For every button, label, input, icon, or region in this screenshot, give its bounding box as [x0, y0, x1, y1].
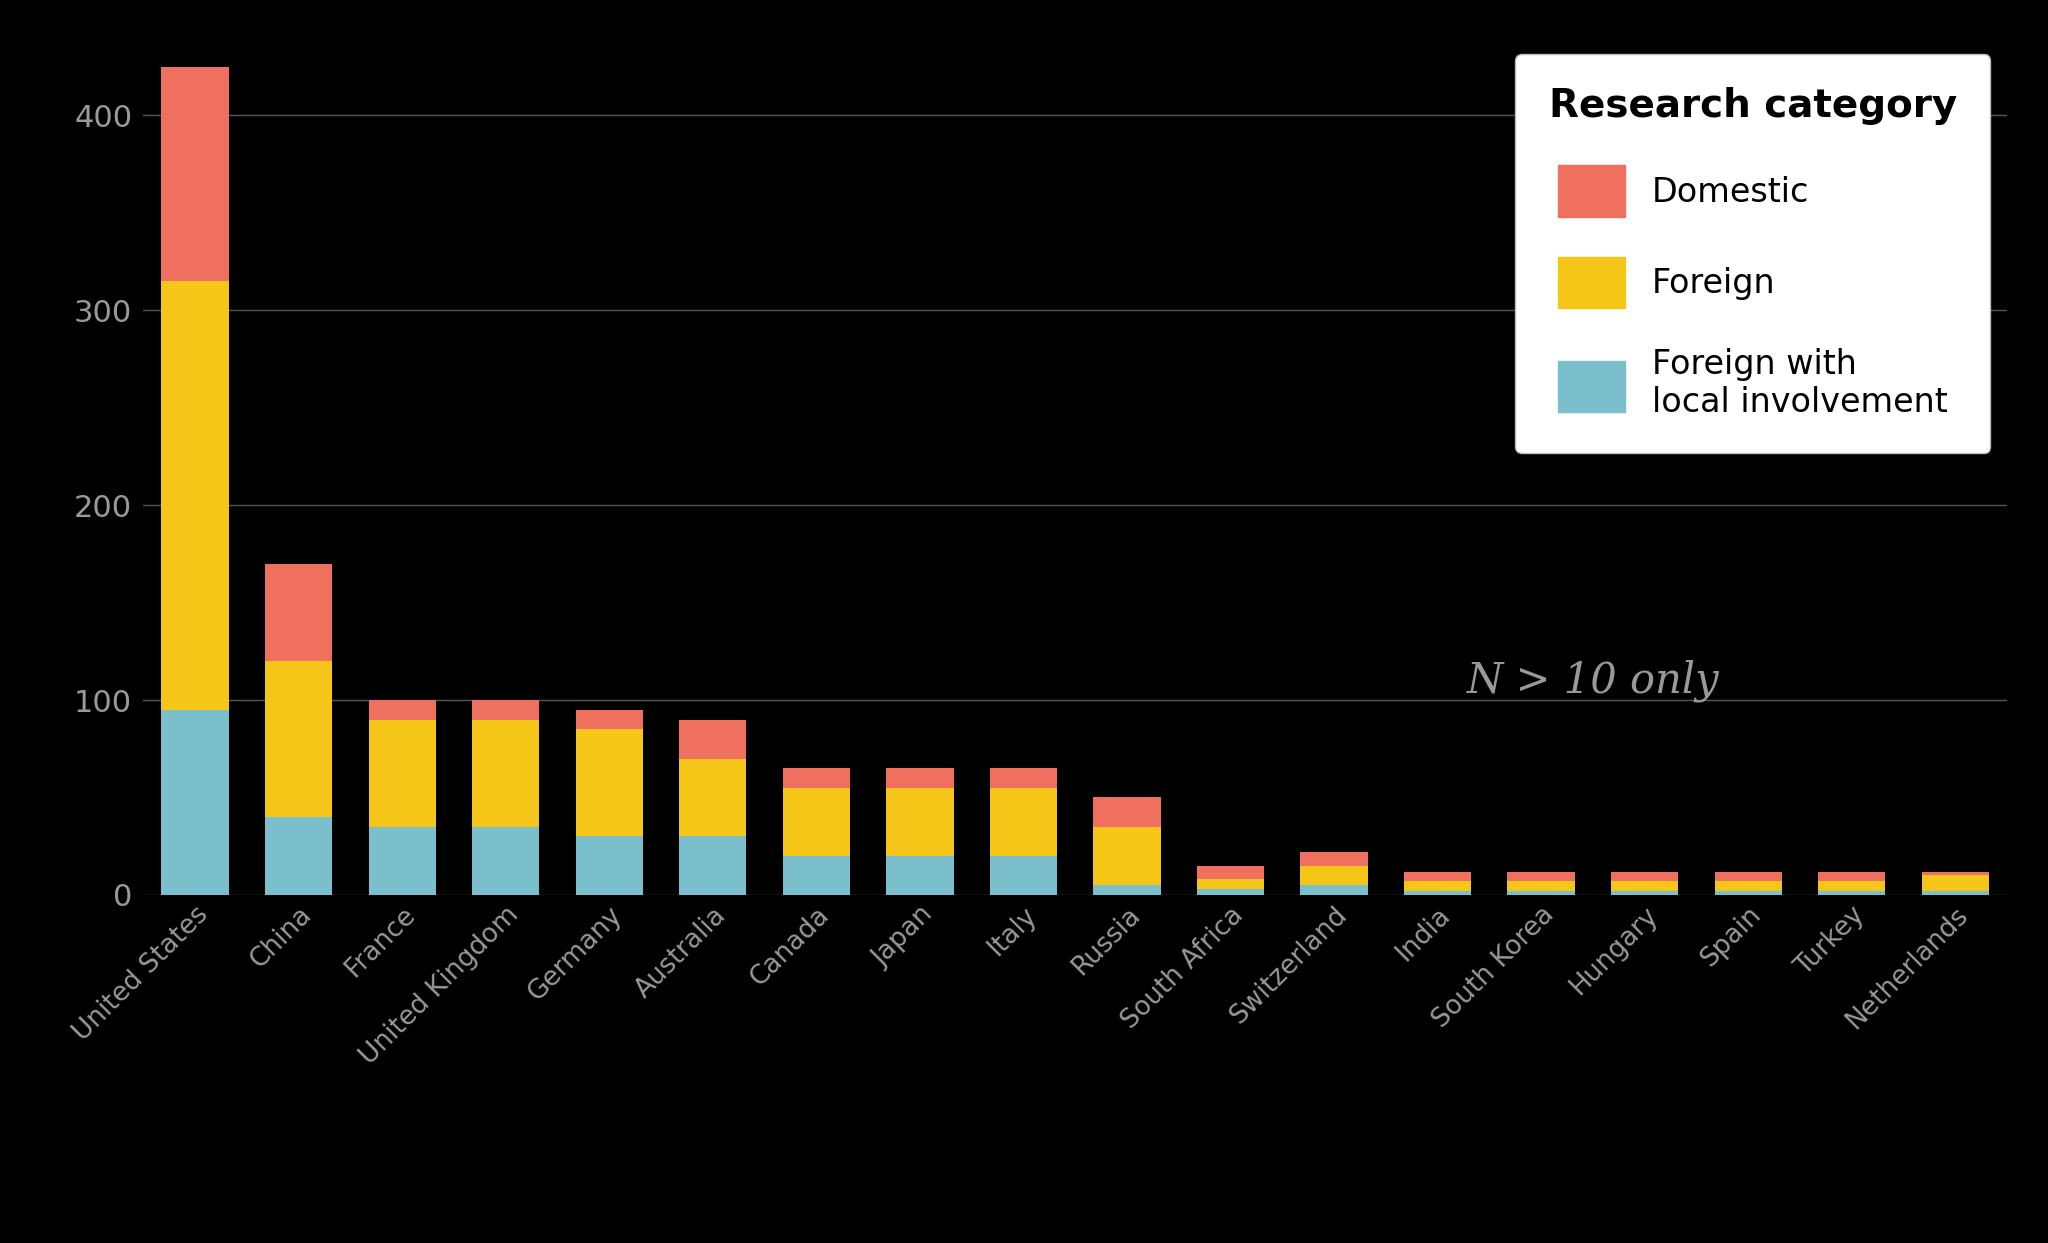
Bar: [1921, 871, 1989, 875]
Bar: [1196, 889, 1264, 895]
Bar: [264, 817, 332, 895]
Bar: [369, 827, 436, 895]
Bar: [1714, 871, 1782, 881]
Bar: [264, 661, 332, 817]
Bar: [1612, 891, 1677, 895]
Bar: [575, 837, 643, 895]
Bar: [1819, 881, 1886, 891]
Bar: [1612, 881, 1677, 891]
Bar: [1507, 871, 1575, 881]
Bar: [1612, 871, 1677, 881]
Bar: [1405, 881, 1470, 891]
Bar: [1300, 865, 1368, 885]
Bar: [575, 730, 643, 837]
Bar: [264, 563, 332, 661]
Bar: [369, 720, 436, 827]
Bar: [989, 768, 1057, 788]
Bar: [162, 67, 229, 281]
Bar: [1300, 885, 1368, 895]
Bar: [1094, 827, 1161, 885]
Bar: [1921, 875, 1989, 891]
Bar: [1819, 871, 1886, 881]
Bar: [680, 720, 745, 758]
Bar: [162, 281, 229, 710]
Bar: [782, 788, 850, 856]
Bar: [989, 788, 1057, 856]
Bar: [1300, 853, 1368, 865]
Bar: [989, 856, 1057, 895]
Bar: [680, 837, 745, 895]
Bar: [369, 700, 436, 720]
Bar: [473, 827, 539, 895]
Bar: [887, 788, 954, 856]
Legend: Domestic, Foreign, Foreign with
local involvement: Domestic, Foreign, Foreign with local in…: [1516, 53, 1991, 452]
Bar: [1196, 865, 1264, 879]
Bar: [1921, 891, 1989, 895]
Bar: [887, 768, 954, 788]
Bar: [1094, 885, 1161, 895]
Bar: [1094, 798, 1161, 827]
Bar: [473, 700, 539, 720]
Bar: [473, 720, 539, 827]
Bar: [575, 710, 643, 730]
Bar: [887, 856, 954, 895]
Text: N > 10 only: N > 10 only: [1466, 659, 1718, 702]
Bar: [1405, 891, 1470, 895]
Bar: [1714, 891, 1782, 895]
Bar: [680, 758, 745, 837]
Bar: [1507, 881, 1575, 891]
Bar: [782, 768, 850, 788]
Bar: [782, 856, 850, 895]
Bar: [162, 710, 229, 895]
Bar: [1196, 879, 1264, 889]
Bar: [1507, 891, 1575, 895]
Bar: [1714, 881, 1782, 891]
Bar: [1819, 891, 1886, 895]
Bar: [1405, 871, 1470, 881]
